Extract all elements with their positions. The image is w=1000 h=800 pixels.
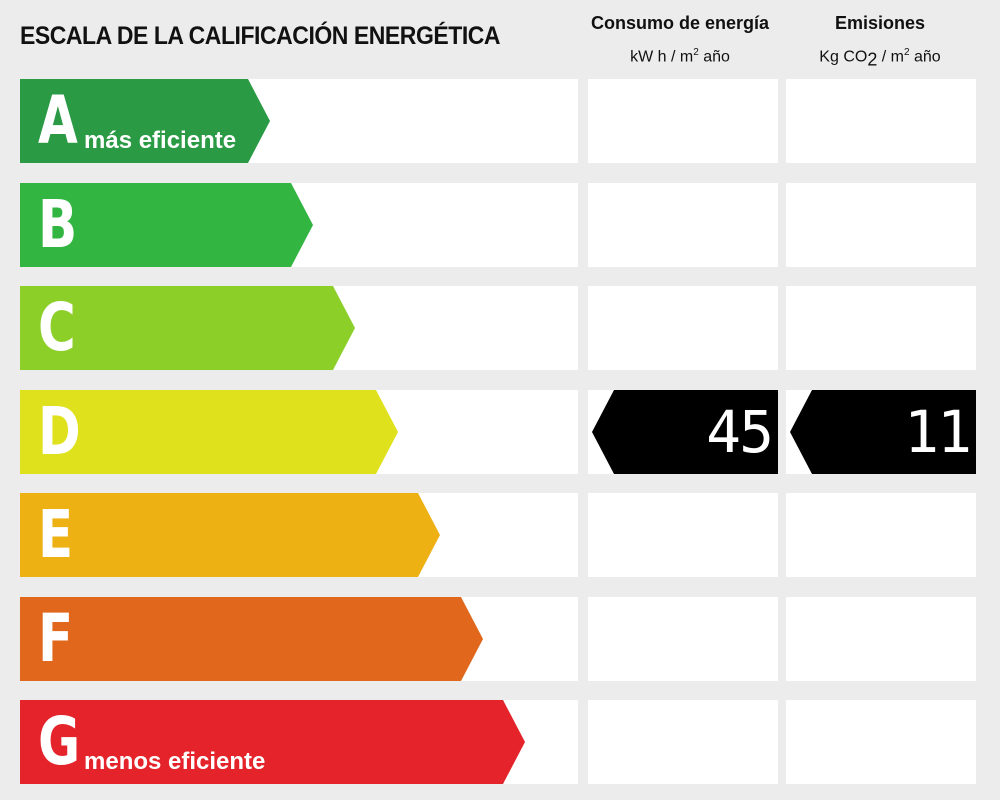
rating-letter: F [38, 600, 74, 677]
energy-value-indicator: 45 [592, 390, 782, 474]
rating-arrow-fill [20, 183, 313, 267]
indicator-arrow-shape [592, 390, 778, 474]
rating-letter: B [38, 186, 78, 263]
rating-bar-b: B [20, 183, 313, 267]
energy-cell [588, 493, 778, 577]
rating-arrow-shape [20, 493, 440, 577]
emissions-cell [786, 493, 976, 577]
emissions-cell [786, 700, 976, 784]
rating-arrow-fill [20, 79, 270, 163]
rating-bar-c: C [20, 286, 355, 370]
rating-row-c: C [0, 286, 1000, 370]
rating-row-f: F [0, 597, 1000, 681]
emissions-column-label: Emisiones [834, 13, 926, 33]
rating-row-b: B [0, 183, 1000, 267]
energy-cell [588, 700, 778, 784]
rating-arrow-shape [20, 597, 483, 681]
rating-arrow-fill [20, 493, 440, 577]
indicator-arrow-fill [592, 390, 778, 474]
energy-cell [588, 597, 778, 681]
rating-letter: D [38, 393, 81, 470]
emissions-cell [786, 286, 976, 370]
rating-row-d: D 45 11 [0, 390, 1000, 474]
energy-column-unit: kW h / m2 año [630, 47, 730, 66]
energy-cell [588, 183, 778, 267]
energy-column-header: Consumo de energía kW h / m2 año [585, 12, 775, 68]
indicator-value: 45 [706, 398, 774, 466]
rating-arrow-fill [20, 597, 483, 681]
rating-arrow-fill [20, 700, 525, 784]
emissions-column-header: Emisiones Kg CO2 / m2 año [785, 12, 975, 70]
indicator-arrow-shape [790, 390, 976, 474]
rating-note: más eficiente [84, 127, 237, 154]
rating-arrow-shape [20, 183, 313, 267]
rating-arrow-shape [20, 79, 270, 163]
rating-note: menos eficiente [84, 748, 266, 775]
rating-letter: C [38, 289, 76, 366]
emissions-column-unit: Kg CO2 / m2 año [819, 47, 941, 70]
rating-letter: G [38, 703, 81, 780]
rating-arrow-fill [20, 390, 398, 474]
rating-arrow-shape [20, 390, 398, 474]
page-title: ESCALA DE LA CALIFICACIÓN ENERGÉTICA [20, 22, 501, 50]
emissions-value-indicator: 11 [790, 390, 980, 474]
rating-arrow-shape [20, 700, 525, 784]
rating-row-e: E [0, 493, 1000, 577]
indicator-value: 11 [904, 398, 972, 466]
energy-column-label: Consumo de energía [590, 13, 770, 33]
emissions-cell [786, 597, 976, 681]
emissions-cell [786, 183, 976, 267]
rating-letter: E [38, 496, 74, 573]
rating-bar-f: F [20, 597, 483, 681]
energy-cell [588, 286, 778, 370]
energy-cell [588, 79, 778, 163]
indicator-arrow-fill [790, 390, 976, 474]
rating-letter: A [38, 82, 78, 159]
rating-bar-d: D [20, 390, 398, 474]
rating-bar-e: E [20, 493, 440, 577]
rating-arrow-fill [20, 286, 355, 370]
emissions-cell [786, 79, 976, 163]
rating-arrow-shape [20, 286, 355, 370]
